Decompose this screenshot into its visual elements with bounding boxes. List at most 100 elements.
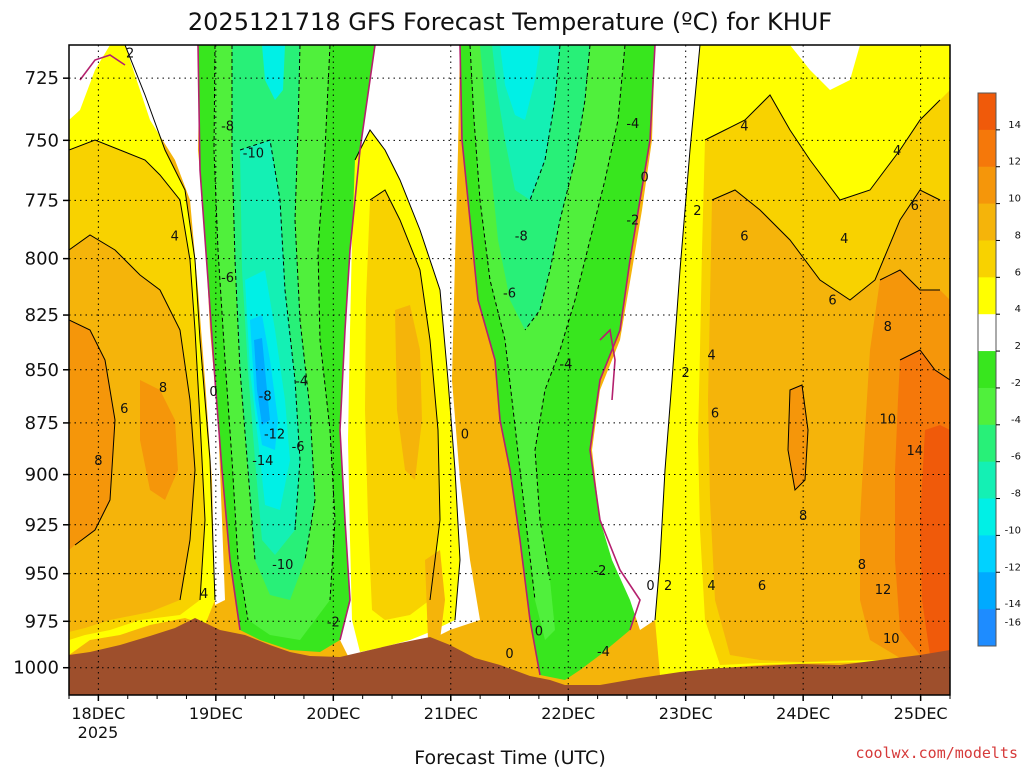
band-white-right-top (790, 45, 860, 90)
contour-line (317, 45, 336, 601)
y-tick-label: 750 (25, 130, 59, 151)
contour-lines (69, 45, 950, 621)
freezing-contour-lines (79, 45, 656, 676)
band-white-gap1 (125, 45, 225, 605)
y-tick-label: 1000 (13, 658, 59, 679)
contour-label: 0 (535, 625, 543, 640)
contour-label: 2 (693, 204, 701, 219)
contour-label: -4 (559, 357, 572, 372)
colorbar-frame (977, 92, 997, 647)
contour-label: -8 (515, 230, 528, 245)
colorbar-segment (978, 498, 996, 536)
contour-label: 6 (740, 230, 748, 245)
x-tick-label: 19DEC (189, 704, 243, 723)
contour-labels: 2 4 6 8 8 4 0 -8 -10 -6 -8 -4 -12 -6 -14 -10 -2 0 -8 -6 -4 0 -… (94, 47, 923, 662)
colorbar-segment (978, 166, 996, 205)
colorbar-label: -6 (1011, 452, 1021, 463)
contour-label: 8 (858, 558, 866, 573)
colorbar-segment (978, 351, 996, 389)
contour-label: -8 (221, 120, 234, 135)
contour-line (213, 45, 249, 621)
zero-contour-line (79, 54, 126, 81)
band-darkorange-left (69, 320, 115, 550)
colorbar-label: -16 (1005, 618, 1021, 629)
band-orange-mid (395, 305, 422, 480)
contour-label: 4 (200, 587, 208, 602)
zero-contour-line (589, 45, 656, 631)
contour-label: -6 (221, 271, 234, 286)
zero-contour-line (197, 45, 241, 631)
contour-line (69, 319, 116, 546)
contour-label: -2 (327, 615, 340, 630)
y-tick-label: 975 (25, 611, 59, 632)
contour-label: -12 (264, 427, 285, 442)
contour-label: -4 (295, 375, 308, 390)
plot-area (69, 45, 950, 695)
chart-title: 2025121718 GFS Forecast Temperature (ºC)… (188, 8, 832, 36)
negative-contour-lines (213, 45, 626, 621)
zero-contour-line (459, 45, 541, 676)
y-tick-label: 825 (25, 305, 59, 326)
colorbar-label: 14 (1008, 120, 1021, 131)
contour-line (787, 384, 809, 492)
y-tick-label: 925 (25, 515, 59, 536)
colorbar-segment (978, 424, 996, 463)
contour-line (239, 139, 301, 531)
y-tick-label: 775 (25, 190, 59, 211)
colorbar-segment (978, 240, 996, 278)
contour-label: 12 (875, 583, 892, 598)
contour-label: 14 (906, 444, 923, 459)
contour-label: 2 (664, 579, 672, 594)
contour-label: 0 (640, 171, 648, 186)
contour-label: 4 (840, 232, 848, 247)
colorbar-label: 8 (1015, 230, 1021, 241)
terrain-surface (69, 618, 950, 695)
contour-label: 4 (893, 144, 901, 159)
band-cyan-top (262, 45, 285, 100)
contour-label: -4 (626, 117, 639, 132)
x-tick-label: 21DEC (424, 704, 478, 723)
contour-label: 0 (505, 647, 513, 662)
contour-line (529, 45, 561, 201)
contour-line (69, 234, 196, 601)
colorbar-segment (978, 129, 996, 168)
contour-label: 6 (711, 406, 719, 421)
contour-label: 6 (120, 402, 128, 417)
band-blue-cold (254, 338, 270, 425)
y-tick-label: 725 (25, 68, 59, 89)
band-orange-mid2 (425, 550, 445, 640)
x-axis-title: Forecast Time (UTC) (414, 747, 605, 768)
y-tick-label: 800 (25, 249, 59, 270)
contour-label: 6 (911, 199, 919, 214)
colorbar-label: 4 (1015, 304, 1021, 315)
contour-label: -6 (503, 287, 516, 302)
contour-label: 4 (740, 120, 748, 135)
contour-label: -6 (292, 440, 305, 455)
contour-line (534, 45, 626, 581)
x-tick-label: 24DEC (776, 704, 830, 723)
x-tick-label: 25DEC (894, 704, 948, 723)
contour-label: 0 (461, 427, 469, 442)
y-tick-label: 850 (25, 360, 59, 381)
colorbar-label: -14 (1005, 599, 1021, 610)
contour-label: 8 (884, 320, 892, 335)
contour-line (469, 45, 536, 601)
colorbar-segment (978, 314, 996, 352)
contour-label: -2 (626, 213, 639, 228)
contour-line (704, 94, 941, 201)
contour-label: -10 (272, 558, 293, 573)
contour-line (711, 189, 941, 301)
x-axis: 18DEC 19DEC 20DEC 21DEC 22DEC 23DEC 24DEC 25DEC (68, 695, 951, 723)
contour-line (879, 269, 940, 291)
colorbar-segment (978, 387, 996, 426)
contour-label: 10 (883, 632, 900, 647)
temperature-bands (69, 45, 950, 680)
colorbar-label: 6 (1015, 267, 1021, 278)
contour-line (369, 189, 441, 601)
contour-label: 4 (171, 230, 179, 245)
colorbar-label: -4 (1011, 415, 1021, 426)
contour-label: 6 (758, 579, 766, 594)
contour-label: 0 (209, 385, 217, 400)
colorbar-label: 2 (1015, 341, 1021, 352)
